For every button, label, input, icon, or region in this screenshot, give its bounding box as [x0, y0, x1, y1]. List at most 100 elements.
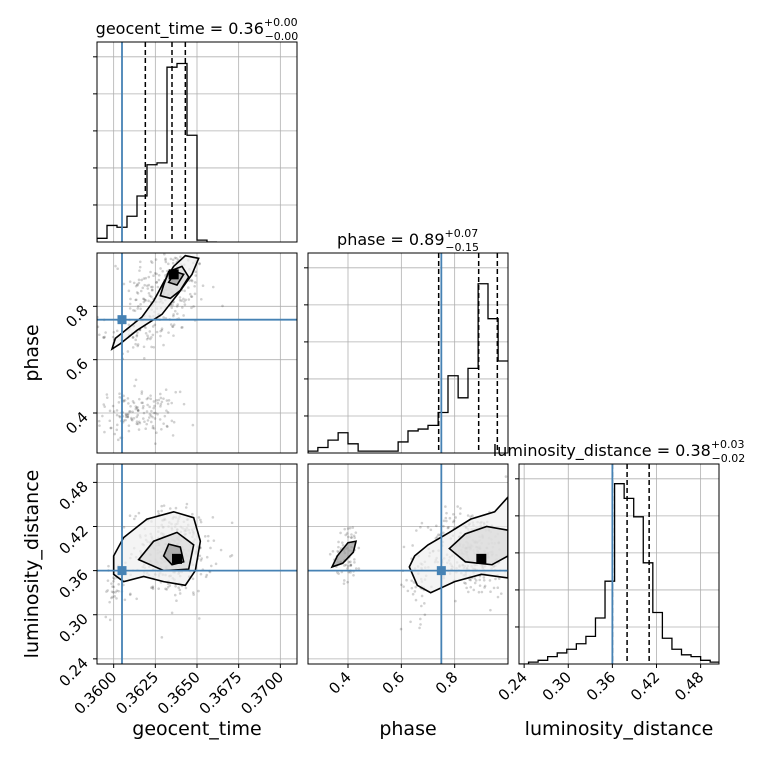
sample-point	[343, 564, 346, 567]
sample-point	[357, 567, 361, 570]
sample-point	[159, 396, 163, 400]
sample-point	[429, 528, 433, 532]
sample-point	[162, 504, 166, 507]
sample-point	[140, 401, 143, 405]
sample-point	[108, 409, 112, 413]
sample-point	[127, 424, 131, 427]
panel-title-luminosity_distance: luminosity_distance = 0.38+0.03 −0.02	[493, 438, 746, 465]
truth-marker	[436, 566, 446, 576]
sample-point	[118, 415, 122, 419]
sample-point	[116, 267, 119, 271]
sample-point	[151, 325, 155, 328]
sample-point	[116, 438, 120, 442]
sample-point	[156, 401, 160, 405]
sample-point	[105, 396, 109, 399]
sample-point	[230, 521, 234, 525]
sample-point	[139, 289, 143, 293]
sample-point	[419, 623, 422, 626]
density-panel-phase-luminosity_distance	[308, 464, 512, 664]
sample-point	[114, 264, 117, 268]
sample-point	[139, 307, 142, 311]
tick-label-luminosity_distance: 0.36	[583, 668, 619, 704]
sample-point	[509, 551, 512, 554]
sample-point	[180, 326, 183, 329]
sample-point	[444, 505, 447, 508]
sample-point	[110, 426, 113, 430]
sample-point	[122, 400, 125, 403]
sample-point	[188, 292, 192, 296]
sample-point	[411, 592, 415, 596]
sample-point	[138, 265, 142, 269]
tick-label-geocent_time: 0.3650	[154, 668, 204, 718]
sample-point	[128, 410, 131, 413]
sample-point	[349, 571, 352, 574]
histogram-frame-phase	[307, 252, 509, 454]
sample-point	[482, 578, 486, 582]
sample-point	[136, 343, 140, 346]
sample-point	[131, 410, 134, 414]
sample-point	[114, 590, 117, 594]
sample-point	[159, 334, 162, 338]
sample-point	[140, 390, 144, 393]
sample-point	[126, 415, 129, 419]
sample-point	[169, 257, 173, 261]
sample-point	[149, 414, 153, 418]
sample-point	[158, 418, 162, 421]
x-axis-label-luminosity_distance: luminosity_distance	[525, 718, 714, 740]
sample-point	[483, 584, 487, 588]
sample-point	[190, 306, 193, 310]
sample-point	[127, 289, 131, 293]
sample-point	[418, 626, 421, 630]
sample-point	[140, 392, 144, 395]
sample-point	[328, 552, 332, 556]
sample-point	[198, 262, 201, 265]
sample-point	[143, 420, 146, 424]
sample-point	[132, 401, 136, 405]
sample-point	[183, 303, 187, 306]
grid-lines	[347, 253, 456, 453]
tick-label-luminosity_distance: 0.48	[671, 668, 707, 704]
sample-point	[157, 510, 160, 513]
panel-frame-phase-luminosity_distance	[307, 463, 509, 665]
sample-point	[156, 285, 160, 289]
sample-point	[136, 331, 139, 334]
sample-point	[145, 422, 149, 426]
sample-point	[141, 406, 145, 410]
sample-point	[405, 578, 408, 582]
sample-point	[136, 413, 140, 417]
sample-point	[192, 305, 195, 308]
sample-point	[147, 283, 151, 287]
sample-point	[132, 416, 136, 420]
sample-point	[198, 262, 201, 266]
sample-point	[176, 303, 180, 306]
tick-label-phase: 0.8	[62, 301, 92, 331]
sample-point	[135, 334, 139, 338]
sample-point	[349, 560, 352, 564]
y-axis-label-luminosity_distance: luminosity_distance	[21, 470, 43, 659]
sample-point	[148, 405, 151, 409]
sample-point	[112, 585, 116, 589]
sample-point	[467, 590, 470, 594]
sample-point	[136, 409, 140, 412]
sample-point	[142, 411, 146, 415]
sample-point	[159, 405, 162, 408]
sample-point	[133, 517, 136, 521]
sample-point	[111, 595, 114, 599]
sample-point	[128, 410, 132, 413]
sample-point	[160, 400, 164, 404]
density-panel-geocent_time-luminosity_distance	[97, 464, 297, 664]
density-panel-geocent_time-phase	[97, 253, 297, 453]
sample-point	[181, 326, 184, 329]
sample-point	[187, 298, 191, 301]
sample-point	[151, 587, 155, 591]
sample-point	[184, 506, 188, 509]
sample-point	[480, 590, 484, 594]
sample-point	[105, 590, 108, 593]
sample-point	[130, 418, 133, 421]
sample-point	[123, 399, 127, 402]
sample-point	[155, 399, 158, 402]
sample-point	[103, 335, 106, 339]
sample-point	[142, 300, 146, 304]
title-text: phase = 0.89	[337, 230, 444, 249]
sample-point	[419, 525, 422, 529]
